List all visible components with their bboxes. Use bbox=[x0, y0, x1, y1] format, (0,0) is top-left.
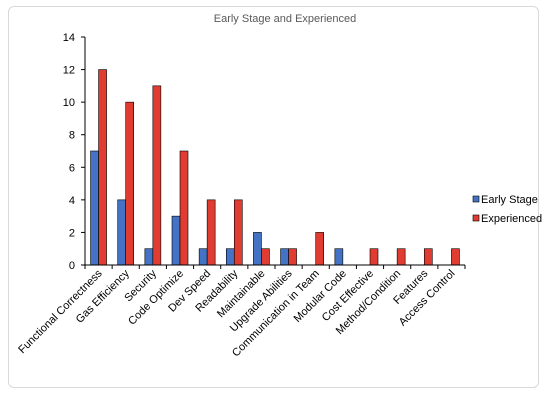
bar-experienced bbox=[125, 101, 135, 266]
legend-swatch bbox=[472, 195, 480, 203]
bar-early-stage bbox=[334, 248, 344, 266]
y-tick-label: 0 bbox=[69, 260, 75, 272]
legend-label: Experienced bbox=[481, 213, 542, 225]
bar-experienced bbox=[179, 150, 189, 266]
bar-early-stage bbox=[117, 199, 127, 266]
legend: Early Stage Experienced bbox=[472, 194, 542, 225]
y-tick-label: 8 bbox=[69, 130, 75, 142]
bar-early-stage bbox=[171, 215, 181, 266]
bar-experienced bbox=[423, 248, 433, 266]
legend-swatch bbox=[472, 214, 480, 222]
y-tick-label: 10 bbox=[63, 97, 75, 109]
bars bbox=[90, 69, 460, 266]
bar-experienced bbox=[152, 85, 162, 266]
bar-experienced bbox=[315, 232, 325, 266]
bar-early-stage bbox=[280, 248, 289, 266]
bar-experienced bbox=[451, 248, 460, 266]
bar-experienced bbox=[369, 248, 379, 266]
y-tick-label: 12 bbox=[63, 65, 75, 77]
y-tick-label: 6 bbox=[69, 162, 75, 174]
bar-experienced bbox=[288, 248, 297, 266]
bar-experienced bbox=[233, 199, 243, 266]
chart-title: Early Stage and Experienced bbox=[214, 13, 356, 25]
bar-early-stage bbox=[225, 248, 235, 266]
bar-experienced bbox=[396, 248, 406, 266]
y-tick-label: 14 bbox=[63, 32, 75, 44]
legend-label: Early Stage bbox=[481, 194, 538, 206]
y-tick-label: 2 bbox=[69, 227, 75, 239]
bar-early-stage bbox=[253, 232, 262, 266]
bar-experienced bbox=[261, 248, 270, 266]
bar-experienced bbox=[206, 199, 216, 266]
bar-early-stage bbox=[144, 248, 154, 266]
bar-early-stage bbox=[90, 150, 99, 266]
y-tick-label: 4 bbox=[69, 195, 75, 207]
bar-early-stage bbox=[198, 248, 208, 266]
bar-experienced bbox=[98, 69, 107, 266]
y-axis: 0 2 4 6 8 10 12 14 bbox=[63, 32, 86, 272]
